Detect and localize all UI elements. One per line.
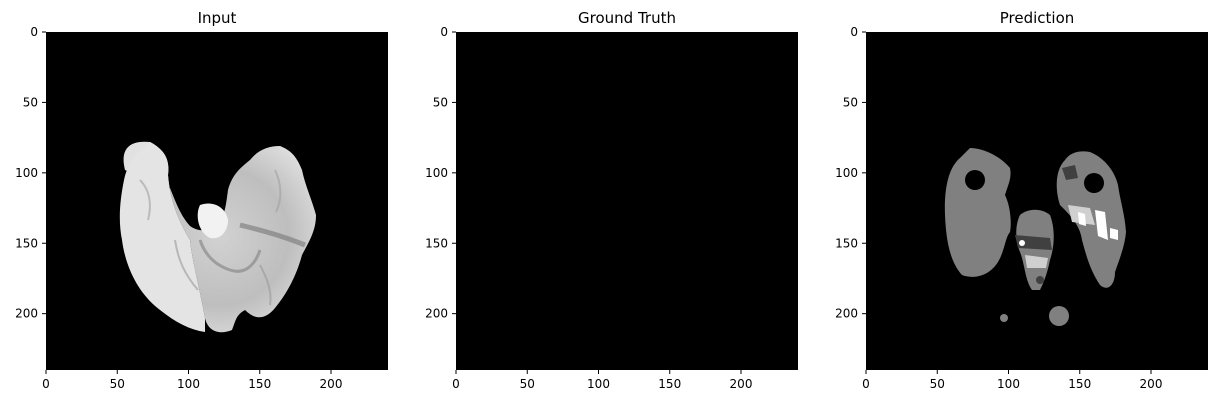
y-tick-label: 100 xyxy=(835,166,858,180)
panel-prediction: Prediction xyxy=(866,9,1208,370)
y-tick-label: 200 xyxy=(15,307,38,321)
y-tick-label: 150 xyxy=(835,236,858,250)
y-tick-label: 150 xyxy=(15,236,38,250)
prediction-image-frame xyxy=(866,32,1208,370)
x-tick-label: 0 xyxy=(42,377,50,391)
x-tick-label: 200 xyxy=(320,377,343,391)
y-tick-label: 150 xyxy=(425,236,448,250)
x-tick-label: 100 xyxy=(587,377,610,391)
x-tick-label: 0 xyxy=(862,377,870,391)
x-tick-label: 150 xyxy=(248,377,271,391)
y-tick-label: 50 xyxy=(843,95,858,109)
x-tick-label: 0 xyxy=(452,377,460,391)
x-tick-label: 200 xyxy=(730,377,753,391)
y-tick-label: 50 xyxy=(23,95,38,109)
panel-input: Input xyxy=(46,9,388,370)
y-tick-label: 0 xyxy=(850,25,858,39)
x-tick-label: 150 xyxy=(658,377,681,391)
x-tick-label: 100 xyxy=(177,377,200,391)
y-tick-label: 100 xyxy=(15,166,38,180)
segmentation-mask xyxy=(944,148,1126,326)
x-tick-label: 50 xyxy=(930,377,945,391)
y-tick-label: 200 xyxy=(425,307,448,321)
x-tick-label: 150 xyxy=(1068,377,1091,391)
x-tick-label: 50 xyxy=(110,377,125,391)
x-tick-label: 100 xyxy=(997,377,1020,391)
x-tick-label: 50 xyxy=(520,377,535,391)
y-tick-label: 100 xyxy=(425,166,448,180)
y-tick-label: 50 xyxy=(433,95,448,109)
panel-ground-truth: Ground Truth xyxy=(456,9,798,370)
panel-title-input: Input xyxy=(198,9,237,27)
brain-scan-image xyxy=(119,141,316,333)
panel-title-prediction: Prediction xyxy=(1000,9,1075,27)
y-tick-label: 200 xyxy=(835,307,858,321)
y-tick-label: 0 xyxy=(440,25,448,39)
ground-truth-image xyxy=(456,32,798,370)
axes: 0 50 100 150 200 0 50 100 150 200 0 50 100 150 200 0 50 1… xyxy=(15,25,1162,391)
x-tick-label: 200 xyxy=(1140,377,1163,391)
panel-title-ground-truth: Ground Truth xyxy=(578,9,676,27)
y-tick-label: 0 xyxy=(30,25,38,39)
